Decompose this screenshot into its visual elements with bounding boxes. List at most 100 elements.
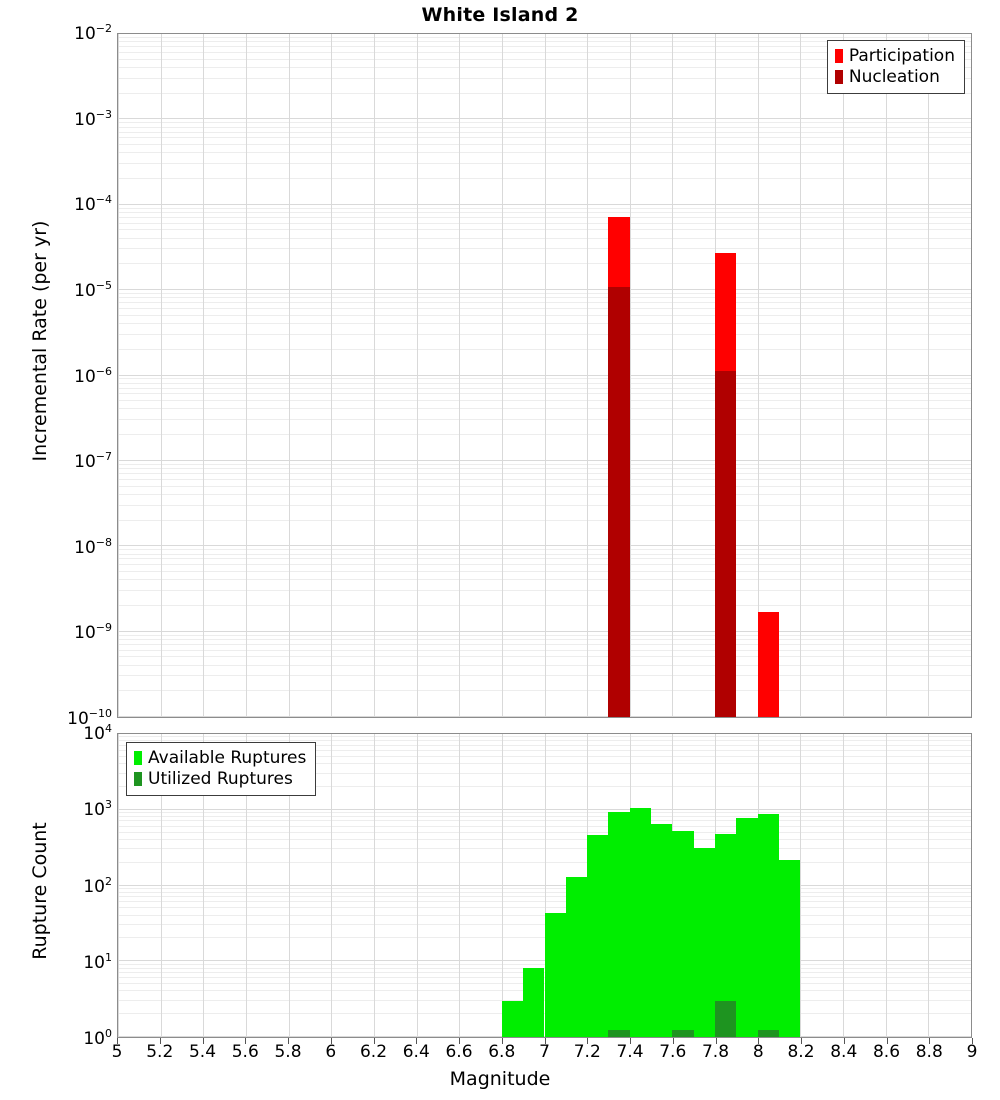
gridline-vertical bbox=[373, 734, 375, 1037]
bar-segment-outer bbox=[779, 859, 801, 1037]
bar bbox=[757, 611, 780, 717]
gridline-vertical bbox=[118, 34, 119, 717]
x-tick-mark bbox=[672, 1038, 674, 1044]
y-tick-label: 101 bbox=[83, 950, 112, 973]
bar-segment-outer bbox=[651, 824, 673, 1037]
gridline-vertical bbox=[373, 34, 375, 717]
bar-segment-outer bbox=[544, 913, 566, 1037]
x-tick-label: 5.6 bbox=[231, 1042, 259, 1062]
bar bbox=[736, 817, 758, 1037]
gridline-vertical bbox=[885, 734, 887, 1037]
page-title: White Island 2 bbox=[421, 4, 579, 26]
gridline-vertical bbox=[288, 734, 290, 1037]
gridline-vertical bbox=[971, 734, 972, 1037]
y-axis-title-top: Incremental Rate (per yr) bbox=[29, 220, 51, 462]
x-tick-label: 5.2 bbox=[146, 1042, 174, 1062]
x-tick-mark bbox=[843, 1038, 845, 1044]
rate-bars bbox=[118, 34, 971, 717]
bar-segment-outer bbox=[715, 833, 737, 1037]
incremental-rate-plot: Participation Nucleation bbox=[117, 33, 972, 718]
y-tick-label: 10−4 bbox=[74, 193, 112, 216]
bar-segment-outer bbox=[501, 1000, 524, 1037]
x-tick-mark bbox=[587, 1038, 589, 1044]
gridline-vertical bbox=[245, 34, 247, 717]
gridline-vertical bbox=[203, 34, 205, 717]
y-axis-ticks-bottom: 104 103 102 101 100 bbox=[68, 722, 112, 1049]
bar-segment-inner bbox=[757, 1029, 780, 1037]
y-tick-label: 10−9 bbox=[74, 621, 112, 644]
x-tick-mark bbox=[416, 1038, 418, 1044]
gridline-vertical bbox=[416, 734, 418, 1037]
bar bbox=[672, 831, 694, 1037]
x-tick-mark bbox=[245, 1038, 247, 1044]
bar bbox=[779, 859, 801, 1037]
x-tick-label: 8.4 bbox=[830, 1042, 858, 1062]
gridline-vertical bbox=[203, 734, 205, 1037]
x-tick-mark bbox=[929, 1038, 931, 1044]
gridline-vertical bbox=[459, 34, 461, 717]
gridline-vertical bbox=[971, 34, 972, 717]
y-axis-ticks-top: 10−2 10−3 10−4 10−5 10−6 10−7 10−8 10−9 10−10 bbox=[67, 22, 112, 729]
x-tick-label: 7.8 bbox=[701, 1042, 730, 1062]
legend-swatch-icon bbox=[134, 772, 142, 787]
gridline-vertical bbox=[629, 34, 631, 717]
x-tick-label: 6.2 bbox=[359, 1042, 388, 1062]
x-tick-mark bbox=[758, 1038, 760, 1044]
gridline-vertical bbox=[501, 734, 503, 1037]
gridline-vertical bbox=[843, 734, 845, 1037]
x-tick-mark bbox=[159, 1038, 161, 1044]
x-tick-label: 7.6 bbox=[659, 1042, 687, 1062]
bar-segment-outer bbox=[629, 808, 652, 1037]
bar bbox=[608, 216, 630, 717]
bar-segment-outer bbox=[693, 848, 716, 1037]
gridline-vertical bbox=[416, 34, 418, 717]
bar-segment-outer bbox=[757, 813, 780, 1037]
rupture-bars bbox=[118, 734, 971, 1037]
gridline-vertical bbox=[245, 734, 247, 1037]
gridline-vertical bbox=[843, 34, 845, 717]
bar-segment-inner bbox=[608, 1029, 630, 1037]
gridline-vertical bbox=[800, 34, 802, 717]
legend-bottom: Available Ruptures Utilized Ruptures bbox=[126, 742, 317, 797]
gridline-vertical bbox=[331, 734, 333, 1037]
x-tick-mark bbox=[544, 1038, 546, 1044]
bar-segment-outer bbox=[608, 811, 630, 1037]
x-tick-label: 6 bbox=[325, 1042, 337, 1062]
x-tick-label: 5.4 bbox=[188, 1042, 217, 1062]
y-tick-label: 10−6 bbox=[74, 364, 112, 387]
bar bbox=[693, 848, 716, 1037]
bar bbox=[629, 808, 652, 1037]
gridline-vertical bbox=[757, 34, 759, 717]
bar bbox=[544, 913, 566, 1037]
gridline-vertical bbox=[800, 734, 802, 1037]
x-tick-mark bbox=[288, 1038, 289, 1044]
bar-segment-inner bbox=[672, 1029, 694, 1037]
y-axis-title-bottom: Rupture Count bbox=[29, 822, 51, 960]
x-tick-mark bbox=[373, 1038, 375, 1044]
y-tick-label: 10−7 bbox=[74, 450, 112, 472]
bar-segment-outer bbox=[672, 831, 694, 1037]
x-tick-label: 6.8 bbox=[488, 1042, 516, 1062]
y-tick-label: 10−10 bbox=[67, 707, 112, 729]
x-tick-label: 8 bbox=[752, 1042, 764, 1062]
x-tick-mark bbox=[715, 1038, 717, 1044]
x-tick-mark bbox=[886, 1038, 888, 1044]
x-tick-mark bbox=[630, 1038, 631, 1044]
legend-swatch-icon bbox=[134, 751, 142, 766]
bar bbox=[757, 813, 780, 1037]
x-tick-mark bbox=[117, 1038, 118, 1044]
rupture-count-plot: Available Ruptures Utilized Ruptures bbox=[117, 733, 972, 1038]
gridline-vertical bbox=[587, 34, 589, 717]
bar bbox=[501, 1000, 524, 1037]
gridline-vertical bbox=[928, 34, 930, 717]
x-tick-label: 8.2 bbox=[787, 1042, 815, 1062]
y-tick-label: 10−5 bbox=[74, 279, 112, 301]
bar-segment-inner bbox=[715, 370, 737, 717]
x-axis-title: Magnitude bbox=[449, 1068, 551, 1090]
legend-entry: Utilized Ruptures bbox=[134, 769, 306, 790]
bar-segment-outer bbox=[565, 877, 588, 1037]
x-tick-mark bbox=[501, 1038, 503, 1044]
gridline-vertical bbox=[501, 34, 503, 717]
gridline-vertical bbox=[288, 34, 290, 717]
